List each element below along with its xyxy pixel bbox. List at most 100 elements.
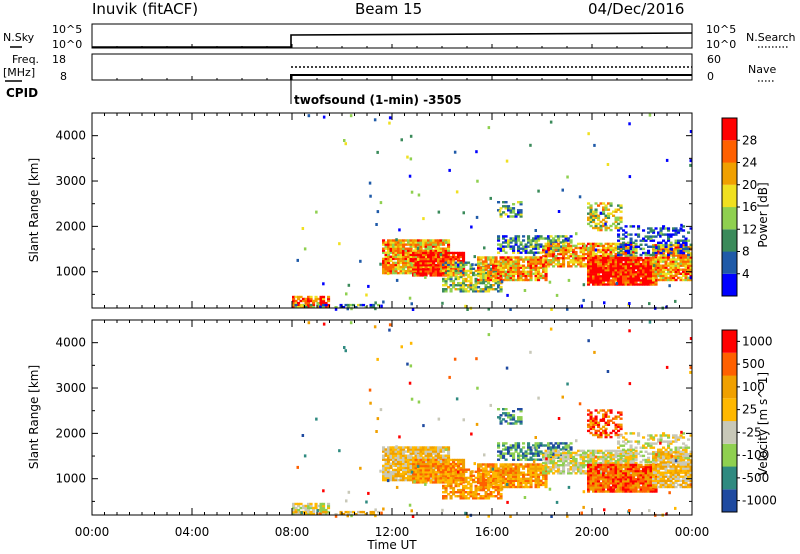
heatmap-cell: [527, 251, 531, 254]
heatmap-cell: [587, 455, 591, 459]
heatmap-cell: [647, 277, 651, 280]
heatmap-cell: [607, 264, 611, 268]
heatmap-cell: [599, 220, 603, 224]
heatmap-cell: [624, 269, 628, 272]
heatmap-cell: [624, 262, 628, 266]
heatmap-cell: [627, 267, 631, 270]
heatmap-cell: [427, 454, 431, 457]
heatmap-cell: [322, 115, 326, 119]
heatmap-cell: [297, 306, 301, 309]
heatmap-cell: [444, 491, 448, 494]
heatmap-cell: [422, 255, 426, 259]
heatmap-cell: [612, 248, 616, 252]
heatmap-cell: [452, 284, 456, 287]
heatmap-cell: [402, 265, 406, 269]
heatmap-cell: [587, 488, 591, 491]
heatmap-cell: [479, 488, 483, 492]
heatmap-cell: [417, 249, 421, 252]
heatmap-cell: [682, 272, 686, 275]
heatmap-cell: [534, 465, 538, 468]
heatmap-cell: [592, 453, 596, 457]
heatmap-cell: [592, 248, 596, 252]
heatmap-cell: [529, 456, 533, 459]
heatmap-cell: [484, 268, 488, 271]
heatmap-cell: [579, 449, 583, 453]
heatmap-cell: [644, 251, 648, 255]
heatmap-cell: [389, 259, 393, 263]
heatmap-cell: [602, 218, 606, 222]
heatmap-cell: [429, 475, 433, 478]
heatmap-cell: [579, 470, 583, 473]
heatmap-cell: [459, 491, 463, 494]
heatmap-cell: [394, 255, 398, 258]
heatmap-cell: [612, 449, 616, 453]
heatmap-cell: [489, 463, 493, 466]
heatmap-cell: [617, 258, 621, 262]
heatmap-cell: [319, 301, 323, 305]
heatmap-cell: [487, 463, 491, 466]
heatmap-cell: [534, 450, 538, 453]
heatmap-cell: [654, 251, 658, 255]
heatmap-cell: [647, 269, 651, 272]
heatmap-cell: [502, 245, 506, 248]
heatmap-cell: [517, 475, 521, 478]
heatmap-cell: [599, 224, 603, 228]
heatmap-cell: [682, 268, 686, 271]
heatmap-cell: [657, 268, 661, 271]
heatmap-cell: [444, 460, 448, 464]
heatmap-cell: [554, 451, 558, 455]
heatmap-cell: [517, 473, 521, 476]
heatmap-cell: [492, 258, 496, 261]
heatmap-cell: [589, 212, 593, 215]
heatmap-cell: [619, 249, 623, 253]
heatmap-cell: [414, 257, 418, 261]
heatmap-cell: [607, 279, 611, 282]
heatmap-cell: [449, 268, 453, 271]
heatmap-cell: [652, 272, 656, 275]
heatmap-cell: [574, 453, 578, 457]
heatmap-cell: [457, 462, 461, 466]
heatmap-cell: [632, 275, 636, 278]
heatmap-cell: [612, 281, 616, 284]
heatmap-cell: [607, 449, 611, 453]
heatmap-cell: [442, 247, 446, 250]
heatmap-cell: [672, 268, 676, 271]
heatmap-cell: [389, 243, 393, 246]
heatmap-cell: [597, 256, 601, 260]
heatmap-cell: [442, 454, 446, 457]
heatmap-cell: [469, 474, 473, 477]
heatmap-cell: [442, 446, 446, 449]
heatmap-cell: [502, 274, 506, 278]
heatmap-cell: [529, 485, 533, 489]
heatmap-cell: [599, 488, 603, 491]
heatmap-cell: [599, 263, 603, 266]
heatmap-cell: [459, 497, 463, 500]
heatmap-cell: [549, 250, 553, 254]
heatmap-cell: [544, 475, 548, 478]
heatmap-cell: [424, 251, 428, 255]
heatmap-cell: [627, 254, 631, 258]
heatmap-cell: [689, 252, 693, 255]
heatmap-cell: [414, 255, 418, 258]
heatmap-cell: [432, 456, 436, 459]
heatmap-cell: [444, 480, 448, 484]
heatmap-cell: [476, 179, 479, 183]
heatmap-cell: [612, 246, 616, 250]
heatmap-cell: [634, 271, 638, 274]
heatmap-cell: [562, 449, 566, 453]
heatmap-cell: [439, 479, 443, 482]
heatmap-cell: [602, 455, 606, 459]
heatmap-cell: [459, 255, 463, 259]
heatmap-cell: [547, 242, 551, 246]
heatmap-cell: [539, 483, 543, 487]
heatmap-cell: [397, 446, 401, 449]
heatmap-cell: [387, 446, 391, 449]
heatmap-cell: [642, 283, 646, 286]
heatmap-cell: [397, 454, 401, 457]
heatmap-cell: [612, 488, 616, 491]
heatmap-cell: [412, 475, 416, 478]
heatmap-cell: [599, 267, 603, 270]
heatmap-cell: [442, 486, 446, 490]
heatmap-cell: [522, 249, 526, 252]
heatmap-cell: [457, 460, 461, 464]
